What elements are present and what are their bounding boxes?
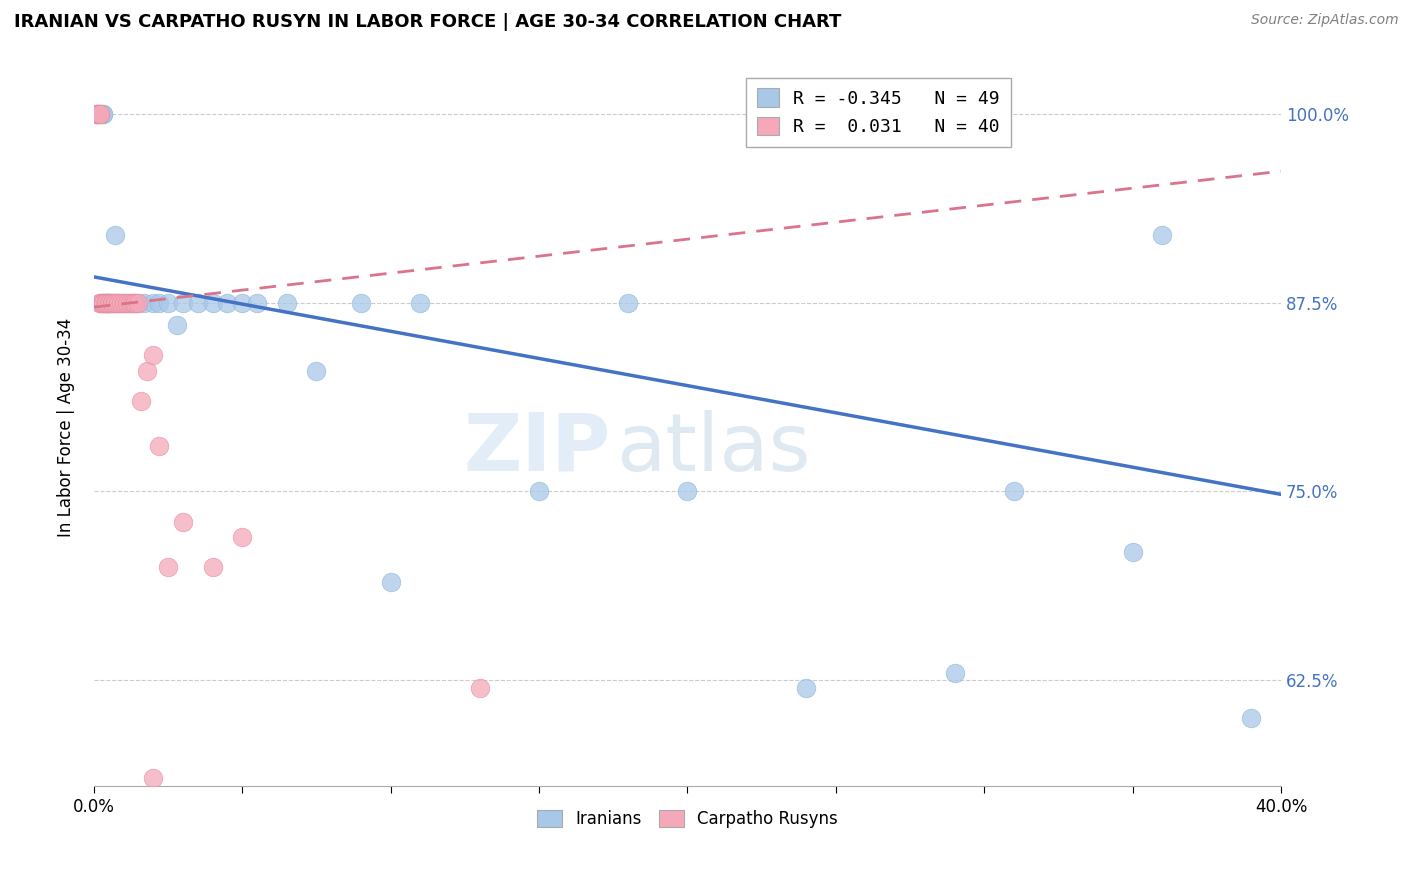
Point: [201, 559, 224, 574]
Point: [94, 295, 117, 310]
Point: [91, 295, 114, 310]
Point: [86, 107, 108, 121]
Point: [89, 107, 111, 121]
Point: [148, 295, 170, 310]
Point: [89, 107, 111, 121]
Text: IRANIAN VS CARPATHO RUSYN IN LABOR FORCE | AGE 30-34 CORRELATION CHART: IRANIAN VS CARPATHO RUSYN IN LABOR FORCE…: [14, 13, 841, 31]
Point: [94, 295, 117, 310]
Point: [110, 295, 132, 310]
Point: [217, 295, 239, 310]
Text: atlas: atlas: [616, 409, 811, 488]
Point: [1152, 227, 1174, 242]
Point: [676, 484, 699, 499]
Point: [305, 363, 328, 377]
Point: [107, 295, 129, 310]
Point: [104, 227, 127, 242]
Point: [94, 295, 117, 310]
Text: Source: ZipAtlas.com: Source: ZipAtlas.com: [1251, 13, 1399, 28]
Point: [110, 295, 132, 310]
Point: [91, 295, 114, 310]
Point: [127, 295, 149, 310]
Point: [115, 295, 138, 310]
Point: [91, 107, 114, 121]
Legend: Iranians, Carpatho Rusyns: Iranians, Carpatho Rusyns: [530, 804, 845, 835]
Point: [121, 295, 143, 310]
Point: [276, 295, 298, 310]
Point: [157, 559, 180, 574]
Point: [794, 681, 817, 695]
Point: [100, 295, 122, 310]
Point: [89, 295, 111, 310]
Point: [409, 295, 432, 310]
Point: [118, 295, 141, 310]
Point: [124, 295, 146, 310]
Point: [201, 295, 224, 310]
Point: [231, 295, 253, 310]
Point: [100, 295, 122, 310]
Point: [91, 107, 114, 121]
Point: [142, 348, 165, 362]
Point: [112, 295, 135, 310]
Point: [131, 393, 153, 408]
Point: [527, 484, 550, 499]
Point: [107, 295, 129, 310]
Point: [1002, 484, 1025, 499]
Point: [166, 318, 188, 333]
Point: [94, 295, 117, 310]
Point: [89, 295, 111, 310]
Point: [97, 295, 120, 310]
Point: [100, 295, 122, 310]
Point: [86, 107, 108, 121]
Point: [1240, 711, 1263, 725]
Point: [104, 295, 127, 310]
Point: [97, 295, 120, 310]
Point: [121, 295, 143, 310]
Point: [89, 107, 111, 121]
Point: [112, 295, 135, 310]
Point: [91, 295, 114, 310]
Point: [118, 295, 141, 310]
Point: [148, 439, 170, 453]
Point: [91, 295, 114, 310]
Point: [86, 107, 108, 121]
Point: [187, 295, 209, 310]
Point: [380, 574, 402, 589]
Point: [468, 681, 491, 695]
Point: [134, 295, 156, 310]
Point: [172, 295, 194, 310]
Point: [350, 295, 373, 310]
Point: [231, 530, 253, 544]
Point: [142, 295, 165, 310]
Point: [617, 295, 640, 310]
Point: [97, 295, 120, 310]
Point: [124, 295, 146, 310]
Point: [86, 107, 108, 121]
Point: [97, 295, 120, 310]
Point: [172, 515, 194, 529]
Point: [246, 295, 269, 310]
Point: [136, 363, 159, 377]
Point: [89, 295, 111, 310]
Point: [127, 295, 149, 310]
Point: [115, 295, 138, 310]
Point: [142, 771, 165, 785]
Text: ZIP: ZIP: [463, 409, 610, 488]
Point: [89, 107, 111, 121]
Point: [107, 295, 129, 310]
Point: [943, 665, 966, 680]
Point: [104, 295, 127, 310]
Point: [94, 295, 117, 310]
Point: [97, 295, 120, 310]
Y-axis label: In Labor Force | Age 30-34: In Labor Force | Age 30-34: [58, 318, 75, 537]
Point: [104, 295, 127, 310]
Point: [112, 295, 135, 310]
Point: [94, 295, 117, 310]
Point: [1122, 545, 1144, 559]
Point: [157, 295, 180, 310]
Point: [86, 107, 108, 121]
